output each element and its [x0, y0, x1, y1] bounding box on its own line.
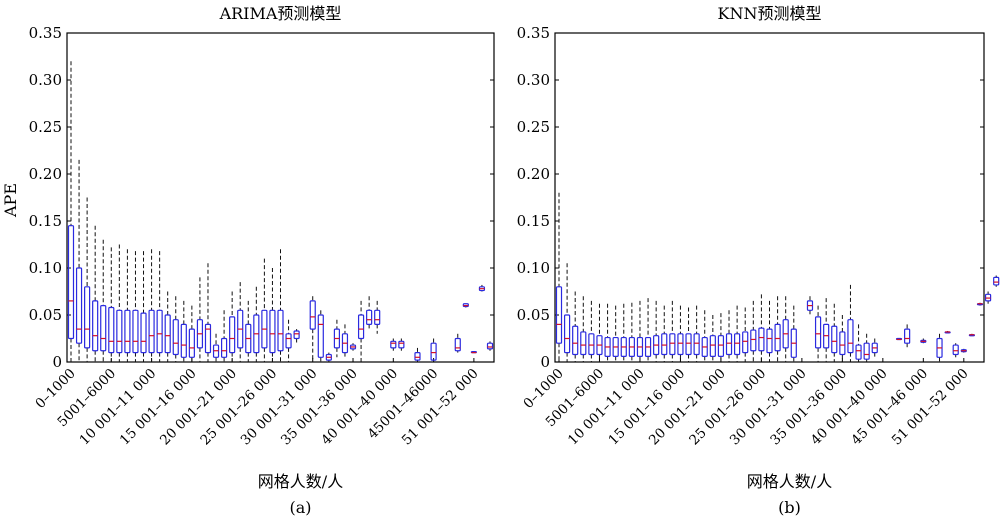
chart-1-box [92, 300, 99, 352]
chart-2-x-tick-label: 51 001–52 000 [889, 366, 972, 449]
chart-1-box [67, 225, 75, 340]
chart-2-panel-label: (b) [778, 498, 801, 517]
chart-2-box [839, 331, 846, 356]
chart-1-box [156, 309, 163, 354]
chart-1-title: ARIMA预测模型 [219, 4, 342, 23]
chart-1-box [148, 309, 155, 354]
chart-1-box [164, 314, 171, 354]
chart-1-box [366, 309, 373, 325]
chart-1-box [486, 342, 494, 350]
chart-1-box [317, 314, 324, 358]
chart-1-box [188, 328, 195, 358]
chart-1-box [124, 309, 131, 354]
chart-1-box [220, 337, 228, 358]
chart-2-box [572, 325, 579, 356]
chart-1-box [269, 309, 276, 354]
chart-1-box [398, 340, 405, 349]
chart-2-y-tick-label: 0.05 [517, 306, 550, 324]
chart-1-x-axis-label: 网格人数/人 [258, 472, 343, 491]
chart-1-box [172, 319, 179, 356]
chart-2-box [563, 314, 571, 354]
chart-1-box [140, 312, 147, 354]
chart-2-box [725, 333, 733, 356]
chart-2-y-tick-label: 0.25 [517, 118, 550, 136]
chart-2-box [847, 319, 854, 354]
chart-2-plot-frame [554, 32, 985, 363]
chart-2-y-tick-label: 0 [540, 353, 550, 371]
chart-2-box [774, 323, 781, 352]
chart-1-box [116, 309, 123, 354]
chart-1-box [285, 333, 292, 349]
chart-1-y-tick-label: 0.30 [29, 71, 62, 89]
chart-2-box [685, 333, 692, 356]
chart-2-box [734, 333, 741, 356]
chart-1-box [430, 342, 437, 361]
chart-2-box [831, 325, 838, 354]
chart-2-box [904, 328, 911, 344]
chart-1-y-tick-label: 0 [52, 353, 62, 371]
chart-2-box [952, 344, 959, 356]
chart-2-box [661, 333, 668, 356]
chart-1-box [84, 286, 91, 349]
chart-1-y-tick-label: 0.05 [29, 306, 62, 324]
chart-1-y-tick-label: 0.20 [29, 165, 62, 183]
chart-2-box [717, 335, 725, 357]
chart-2-box [814, 316, 822, 349]
chart-2-box [863, 342, 870, 360]
chart-2-box [709, 335, 716, 357]
chart-2-box [555, 286, 563, 344]
chart-2-box [677, 333, 684, 356]
chart-1-y-tick-label: 0.25 [29, 118, 62, 136]
chart-1-box [229, 316, 236, 354]
chart-1-box [414, 352, 421, 361]
chart-1-y-tick-label: 0.10 [29, 259, 62, 277]
chart-1-y-tick-label: 0.35 [29, 24, 62, 42]
chart-2-box [993, 276, 1000, 286]
chart-2-y-tick-label: 0.35 [517, 24, 550, 42]
chart-1-y-tick-label: 0.15 [29, 212, 62, 230]
chart-1-box [75, 267, 83, 344]
chart-2-box [766, 328, 773, 354]
chart-2-box [855, 344, 862, 360]
chart-2-box [669, 333, 676, 356]
chart-1-plot-frame [66, 32, 495, 363]
chart-1-box [374, 309, 381, 325]
chart-2-box [580, 331, 587, 356]
chart-1-box [277, 309, 284, 352]
chart-1-box [180, 323, 187, 358]
chart-2-title: KNN预测模型 [718, 4, 822, 23]
chart-2-y-tick-label: 0.30 [517, 71, 550, 89]
chart-1-box [390, 340, 397, 349]
chart-1-box [293, 330, 300, 340]
chart-1-box [204, 323, 212, 354]
chart-2-box [750, 329, 757, 352]
chart-2-x-axis-label: 网格人数/人 [747, 472, 832, 491]
chart-1-box [454, 337, 461, 352]
chart-2-y-tick-label: 0.10 [517, 259, 550, 277]
chart-1-panel-label: (a) [289, 498, 311, 517]
chart-1-box [357, 314, 365, 340]
chart-1-box [100, 305, 107, 352]
chart-2-box [742, 331, 749, 354]
chart-1-x-tick-label: 45001–46000 [365, 366, 442, 443]
chart-2-y-tick-label: 0.20 [517, 165, 550, 183]
chart-1-box [309, 300, 316, 330]
chart-1-box [108, 306, 115, 354]
chart-2-box [693, 333, 700, 356]
chart-1-y-axis-label: APE [1, 183, 20, 218]
chart-2-box [758, 327, 765, 352]
chart-1-box [132, 309, 139, 354]
chart-2-box [588, 333, 595, 356]
chart-2-y-tick-label: 0.15 [517, 212, 550, 230]
